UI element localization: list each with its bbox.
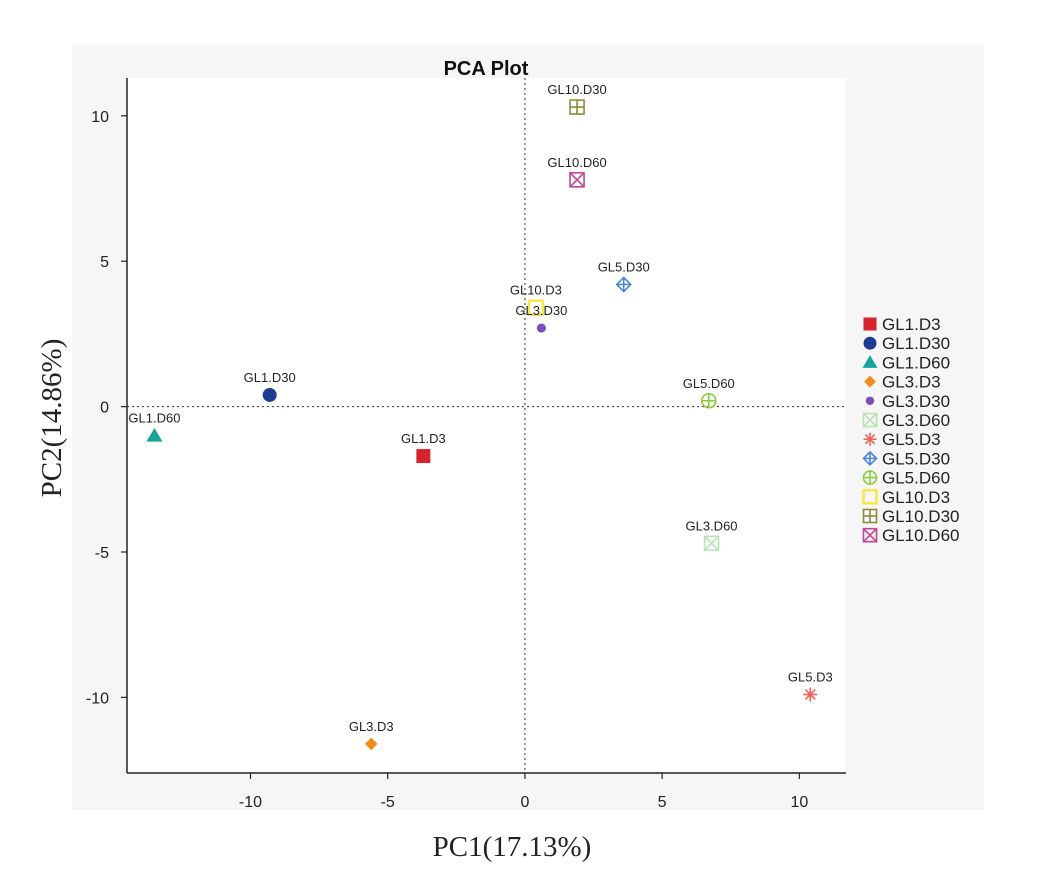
legend-label-gl5-d60: GL5.D60 xyxy=(882,469,950,488)
y-tick-label: -10 xyxy=(86,690,109,707)
y-tick-label: -5 xyxy=(95,545,109,562)
axis-ticks: -10 -5 0 5 10 10 5 0 -5 -10 xyxy=(86,109,808,811)
point-gl1-d60 xyxy=(146,427,163,442)
legend-marker-gl3-d30 xyxy=(865,396,875,406)
point-label-gl1-d30: GL1.D30 xyxy=(244,370,296,385)
y-axis-label: PC2(14.86%) xyxy=(36,339,68,498)
plot-frame xyxy=(72,45,984,810)
legend-marker-gl1-d30 xyxy=(863,336,877,350)
legend-label-gl3-d30: GL3.D30 xyxy=(882,392,950,411)
point-gl5-d60 xyxy=(700,392,717,409)
legend-marker-gl5-d3 xyxy=(863,432,877,446)
point-gl5-d3 xyxy=(803,687,818,702)
point-label-gl1-d3: GL1.D3 xyxy=(401,431,446,446)
legend-label-gl1-d60: GL1.D60 xyxy=(882,353,950,372)
point-gl3-d60 xyxy=(703,535,720,552)
point-gl10-d60 xyxy=(569,171,585,188)
data-points xyxy=(146,99,818,751)
legend-marker-gl1-d3 xyxy=(863,317,877,331)
legend-label-gl3-d60: GL3.D60 xyxy=(882,411,950,430)
point-gl1-d3 xyxy=(416,449,431,464)
point-label-gl5-d3: GL5.D3 xyxy=(788,669,833,684)
legend-marker-gl10-d3 xyxy=(862,489,878,505)
point-label-gl10-d3: GL10.D3 xyxy=(510,283,562,298)
legend-marker-gl10-d30 xyxy=(862,508,878,524)
point-label-gl3-d60: GL3.D60 xyxy=(686,518,738,533)
point-label-gl3-d3: GL3.D3 xyxy=(349,719,394,734)
legend-marker-gl3-d60 xyxy=(862,412,878,428)
legend-label-gl10-d30: GL10.D30 xyxy=(882,507,960,526)
point-gl1-d30 xyxy=(262,387,277,402)
legend-label-gl1-d30: GL1.D30 xyxy=(882,334,950,353)
point-label-gl1-d60: GL1.D60 xyxy=(128,411,180,426)
legend-label-gl10-d3: GL10.D3 xyxy=(882,488,950,507)
legend-marker-gl3-d3 xyxy=(864,375,876,388)
x-tick-label: -5 xyxy=(381,794,395,811)
x-tick-label: 0 xyxy=(520,794,529,811)
point-gl10-d30 xyxy=(569,99,585,115)
y-tick-label: 10 xyxy=(91,109,109,126)
legend-label-gl5-d3: GL5.D3 xyxy=(882,430,941,449)
point-gl10-d3 xyxy=(527,299,545,316)
chart-title: PCA Plot xyxy=(444,58,529,80)
plot-area xyxy=(127,78,846,773)
legend-label-gl10-d60: GL10.D60 xyxy=(882,526,960,545)
point-gl3-d30 xyxy=(536,323,546,333)
point-label-gl5-d30: GL5.D30 xyxy=(598,259,650,274)
x-axis-label: PC1(17.13%) xyxy=(433,831,592,863)
y-tick-label: 0 xyxy=(100,400,109,417)
x-tick-label: 10 xyxy=(790,794,808,811)
x-tick-label: -10 xyxy=(239,794,262,811)
legend-label-gl3-d3: GL3.D3 xyxy=(882,373,941,392)
legend-marker-gl5-d60 xyxy=(862,470,878,485)
reference-lines xyxy=(127,78,846,773)
point-label-gl5-d60: GL5.D60 xyxy=(683,376,735,391)
point-gl3-d3 xyxy=(364,737,378,751)
x-tick-label: 5 xyxy=(658,794,667,811)
point-label-gl10-d30: GL10.D30 xyxy=(547,82,606,97)
legend-label-gl5-d30: GL5.D30 xyxy=(882,449,950,468)
point-label-gl10-d60: GL10.D60 xyxy=(547,155,606,170)
point-label-gl3-d30: GL3.D30 xyxy=(515,303,567,318)
point-labels: GL1.D3 GL1.D30 GL1.D60 GL3.D3 GL3.D30 GL3.D60… xyxy=(128,82,832,734)
legend-marker-gl5-d30 xyxy=(862,450,878,467)
legend-label-gl1-d3: GL1.D3 xyxy=(882,315,941,334)
legend-marker-gl10-d60 xyxy=(862,527,878,543)
y-tick-label: 5 xyxy=(100,254,109,271)
point-gl5-d30 xyxy=(615,276,632,293)
legend-marker-gl1-d60 xyxy=(862,355,878,368)
legend: GL1.D3GL1.D30GL1.D60GL3.D3GL3.D30GL3.D60… xyxy=(862,315,960,545)
